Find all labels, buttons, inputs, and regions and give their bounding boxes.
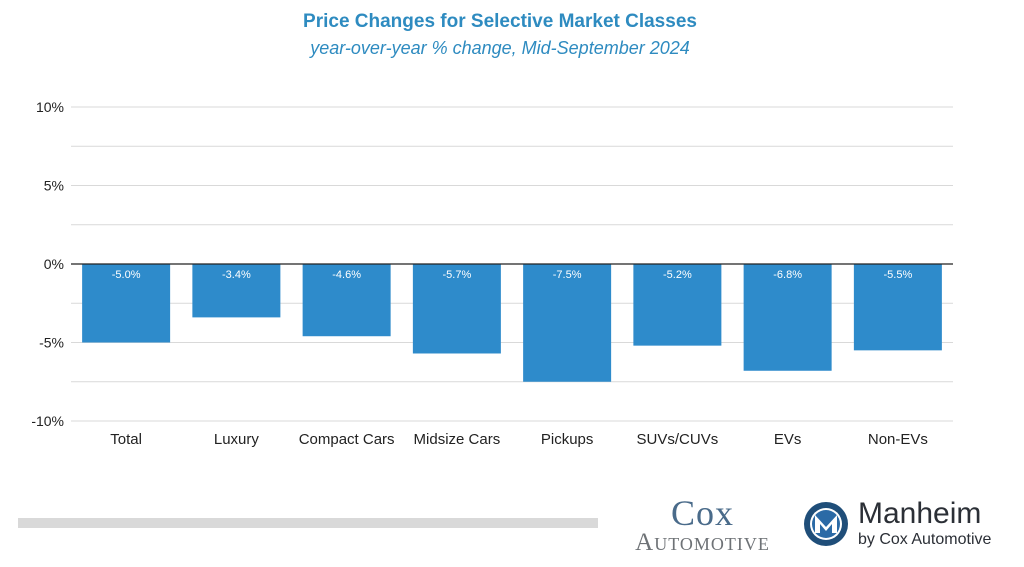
- bar: [192, 264, 281, 318]
- manheim-subtitle: by Cox Automotive: [858, 531, 992, 548]
- y-tick-label: -5%: [39, 335, 64, 351]
- y-tick-label: 0%: [44, 256, 64, 272]
- x-tick-label: Pickups: [541, 431, 594, 448]
- manheim-logo-icon: [804, 502, 848, 546]
- footer-divider: [18, 518, 598, 528]
- data-label: -5.0%: [112, 269, 141, 281]
- manheim-name: Manheim: [858, 497, 982, 530]
- cox-logo-line2: Automotive: [635, 529, 770, 556]
- bar: [412, 264, 501, 354]
- data-label: -5.5%: [884, 269, 913, 281]
- cox-logo-line1: Cox: [670, 493, 734, 533]
- data-label: -5.2%: [663, 269, 692, 281]
- cox-automotive-logo: Cox Automotive: [620, 495, 785, 555]
- x-tick-label: Midsize Cars: [414, 431, 501, 448]
- bar: [743, 264, 832, 371]
- x-tick-label: Luxury: [214, 431, 260, 448]
- x-tick-label: EVs: [774, 431, 802, 448]
- chart-title: Price Changes for Selective Market Class…: [303, 11, 697, 32]
- bar: [82, 264, 171, 343]
- y-tick-label: 5%: [44, 178, 64, 194]
- x-tick-label: Total: [110, 431, 142, 448]
- data-label: -6.8%: [773, 269, 802, 281]
- y-tick-label: -10%: [31, 413, 64, 429]
- x-tick-label: SUVs/CUVs: [637, 431, 719, 448]
- x-tick-label: Non-EVs: [868, 431, 928, 448]
- data-label: -5.7%: [443, 269, 472, 281]
- bar-chart: 10% 5% 0% -5% -10% -5.0% Total -3.4% Luxury -4.6%…: [31, 99, 953, 448]
- bar: [523, 264, 612, 382]
- bar: [302, 264, 391, 337]
- y-tick-label: 10%: [36, 99, 64, 115]
- manheim-logo-text: Manheim by Cox Automotive: [858, 498, 991, 550]
- data-label: -4.6%: [332, 269, 361, 281]
- data-label: -7.5%: [553, 269, 582, 281]
- bar: [853, 264, 942, 351]
- x-tick-label: Compact Cars: [299, 431, 395, 448]
- chart-subtitle: year-over-year % change, Mid-September 2…: [310, 38, 690, 58]
- bar: [633, 264, 722, 346]
- data-label: -3.4%: [222, 269, 251, 281]
